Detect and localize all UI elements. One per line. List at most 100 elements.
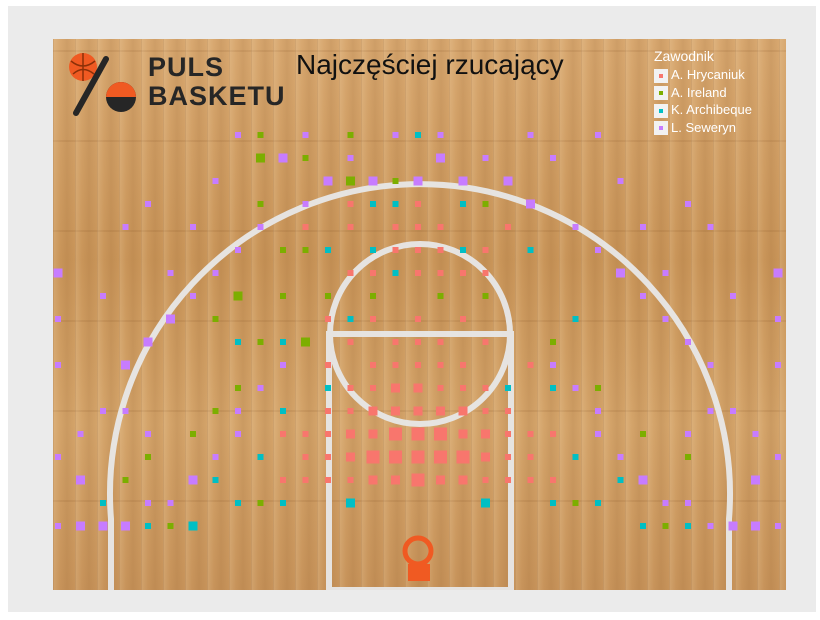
shot-mark-l-seweryn	[595, 247, 601, 253]
shot-mark-l-seweryn	[55, 454, 61, 460]
legend-label: L. Seweryn	[671, 119, 737, 135]
shot-mark-a-ireland	[235, 385, 241, 391]
shot-mark-a-hrycaniuk	[280, 477, 286, 483]
shot-mark-a-hrycaniuk	[347, 408, 354, 414]
legend-label: A. Hrycaniuk	[671, 67, 745, 82]
shot-mark-k-archibeque	[257, 454, 264, 460]
shot-mark-a-ireland	[550, 339, 556, 345]
shot-mark-a-hrycaniuk	[325, 477, 331, 483]
shot-mark-l-seweryn	[730, 408, 736, 414]
shot-mark-l-seweryn	[458, 176, 468, 186]
puls-basketu-logo: PULS BASKETU	[68, 51, 285, 119]
shot-mark-k-archibeque	[280, 408, 286, 414]
shot-mark-k-archibeque	[595, 500, 601, 506]
shot-mark-a-hrycaniuk	[391, 383, 400, 393]
shot-mark-a-ireland	[233, 291, 243, 301]
shot-mark-a-ireland	[325, 293, 331, 299]
shot-mark-l-seweryn	[235, 132, 241, 138]
legend-key	[654, 86, 668, 101]
shot-mark-a-hrycaniuk	[415, 362, 421, 368]
shot-mark-l-seweryn	[775, 316, 781, 322]
shot-mark-a-ireland	[256, 153, 265, 163]
shot-mark-l-seweryn	[572, 385, 579, 391]
shot-mark-l-seweryn	[53, 268, 63, 278]
shot-mark-a-hrycaniuk	[482, 385, 489, 391]
shot-mark-a-hrycaniuk	[482, 339, 489, 345]
shot-mark-a-hrycaniuk	[392, 339, 399, 345]
shot-mark-a-hrycaniuk	[325, 316, 331, 322]
shot-mark-a-ireland	[212, 316, 219, 322]
shot-mark-l-seweryn	[55, 523, 61, 529]
shot-mark-l-seweryn	[55, 362, 61, 368]
shot-mark-a-hrycaniuk	[415, 224, 421, 230]
shot-mark-l-seweryn	[775, 454, 781, 460]
shot-mark-a-hrycaniuk	[346, 429, 355, 439]
shot-mark-k-archibeque	[188, 521, 198, 531]
shot-mark-l-seweryn	[616, 268, 625, 278]
shot-mark-a-hrycaniuk	[505, 224, 511, 230]
shot-mark-a-hrycaniuk	[527, 454, 534, 460]
shot-mark-a-hrycaniuk	[437, 385, 444, 391]
shot-mark-l-seweryn	[235, 431, 241, 437]
shot-mark-l-seweryn	[751, 521, 760, 531]
shot-marks	[53, 132, 783, 531]
shot-mark-l-seweryn	[595, 132, 601, 138]
shot-mark-l-seweryn	[100, 293, 106, 299]
legend-item-hrycaniuk: A. Hrycaniuk	[654, 66, 784, 84]
shot-mark-k-archibeque	[572, 454, 579, 460]
shot-mark-k-archibeque	[617, 477, 624, 483]
shot-mark-l-seweryn	[572, 224, 579, 230]
shot-mark-a-hrycaniuk	[482, 408, 489, 414]
shot-mark-a-hrycaniuk	[411, 450, 425, 464]
shot-mark-l-seweryn	[167, 500, 174, 506]
backboard	[408, 564, 430, 581]
shot-mark-a-hrycaniuk	[527, 362, 534, 368]
legend-item-seweryn: L. Seweryn	[654, 119, 784, 137]
shot-mark-l-seweryn	[302, 132, 309, 138]
shot-mark-a-hrycaniuk	[437, 270, 444, 276]
shot-mark-l-seweryn	[145, 431, 151, 437]
shot-mark-a-hrycaniuk	[392, 247, 399, 253]
shot-mark-a-hrycaniuk	[368, 429, 378, 439]
shot-mark-k-archibeque	[325, 247, 331, 253]
shot-mark-l-seweryn	[145, 500, 151, 506]
shot-mark-a-ireland	[167, 523, 174, 529]
shot-mark-l-seweryn	[728, 521, 738, 531]
shot-mark-l-seweryn	[751, 475, 760, 485]
shot-mark-l-seweryn	[212, 454, 219, 460]
shot-mark-l-seweryn	[662, 500, 669, 506]
shot-mark-a-hrycaniuk	[368, 406, 378, 416]
shot-mark-a-ireland	[370, 293, 376, 299]
shot-mark-a-hrycaniuk	[434, 450, 447, 464]
shot-mark-k-archibeque	[415, 132, 421, 138]
shot-mark-l-seweryn	[503, 176, 513, 186]
shot-mark-l-seweryn	[257, 385, 264, 391]
chart-panel: PULS BASKETU Najczęściej rzucający Zawod…	[8, 6, 816, 612]
shot-mark-k-archibeque	[527, 247, 534, 253]
shot-mark-a-hrycaniuk	[482, 477, 489, 483]
shot-mark-a-hrycaniuk	[347, 224, 354, 230]
shot-mark-l-seweryn	[280, 362, 286, 368]
shot-mark-l-seweryn	[662, 316, 669, 322]
shot-mark-a-hrycaniuk	[458, 429, 468, 439]
shot-mark-l-seweryn	[167, 270, 174, 276]
shot-mark-a-hrycaniuk	[460, 362, 466, 368]
shot-mark-l-seweryn	[235, 247, 241, 253]
shot-mark-a-hrycaniuk	[302, 454, 309, 460]
shot-mark-k-archibeque	[481, 498, 490, 508]
free-throw-circle	[327, 241, 513, 427]
shot-mark-l-seweryn	[76, 521, 85, 531]
shot-mark-a-hrycaniuk	[302, 431, 309, 437]
shot-mark-a-hrycaniuk	[436, 406, 445, 416]
shot-mark-l-seweryn	[278, 153, 288, 163]
shot-mark-k-archibeque	[235, 500, 241, 506]
shot-mark-l-seweryn	[190, 224, 196, 230]
shot-mark-a-hrycaniuk	[392, 362, 399, 368]
legend-title: Zawodnik	[654, 48, 714, 64]
shot-mark-a-hrycaniuk	[437, 362, 444, 368]
shot-mark-a-hrycaniuk	[415, 201, 421, 207]
shot-mark-a-ireland	[302, 247, 309, 253]
shot-mark-l-seweryn	[212, 178, 219, 184]
shot-mark-k-archibeque	[392, 201, 399, 207]
shot-mark-a-hrycaniuk	[411, 427, 425, 441]
